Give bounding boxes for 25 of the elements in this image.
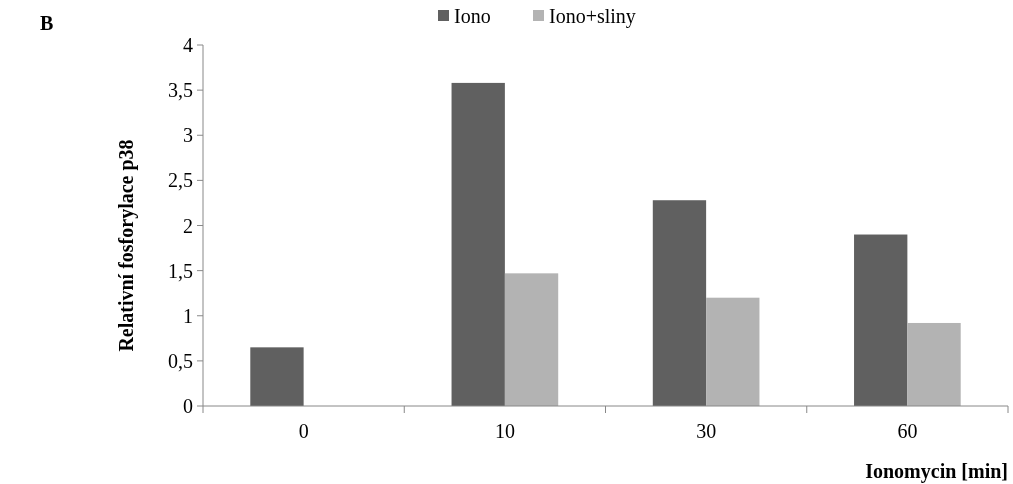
bar <box>854 234 908 406</box>
bar <box>451 82 505 406</box>
y-tick-label: 0,5 <box>168 349 193 372</box>
y-tick-label: 3 <box>183 124 193 147</box>
x-tick-label: 30 <box>696 420 717 442</box>
y-tick-label: 2 <box>183 214 193 237</box>
y-tick-label: 0 <box>183 395 193 417</box>
y-tick-label: 4 <box>183 34 193 56</box>
y-tick-label: 2,5 <box>168 169 193 192</box>
bar <box>652 200 707 406</box>
x-tick-label: 10 <box>494 420 515 442</box>
bar <box>907 322 961 406</box>
x-axis-title: Ionomycin [min] <box>865 460 1008 483</box>
legend-label: Iono <box>454 5 491 27</box>
bar <box>706 297 760 406</box>
bar <box>504 273 559 406</box>
x-tick-label: 60 <box>897 420 918 442</box>
chart-title: B <box>40 12 54 34</box>
bar <box>250 347 304 406</box>
y-tick-label: 3,5 <box>168 79 193 102</box>
x-tick-label: 0 <box>298 420 309 442</box>
y-axis-title: Relativní fosforylace p38 <box>115 139 138 352</box>
legend-label: Iono+sliny <box>549 5 636 28</box>
y-tick-label: 1,5 <box>168 259 193 282</box>
y-tick-label: 1 <box>183 304 193 327</box>
